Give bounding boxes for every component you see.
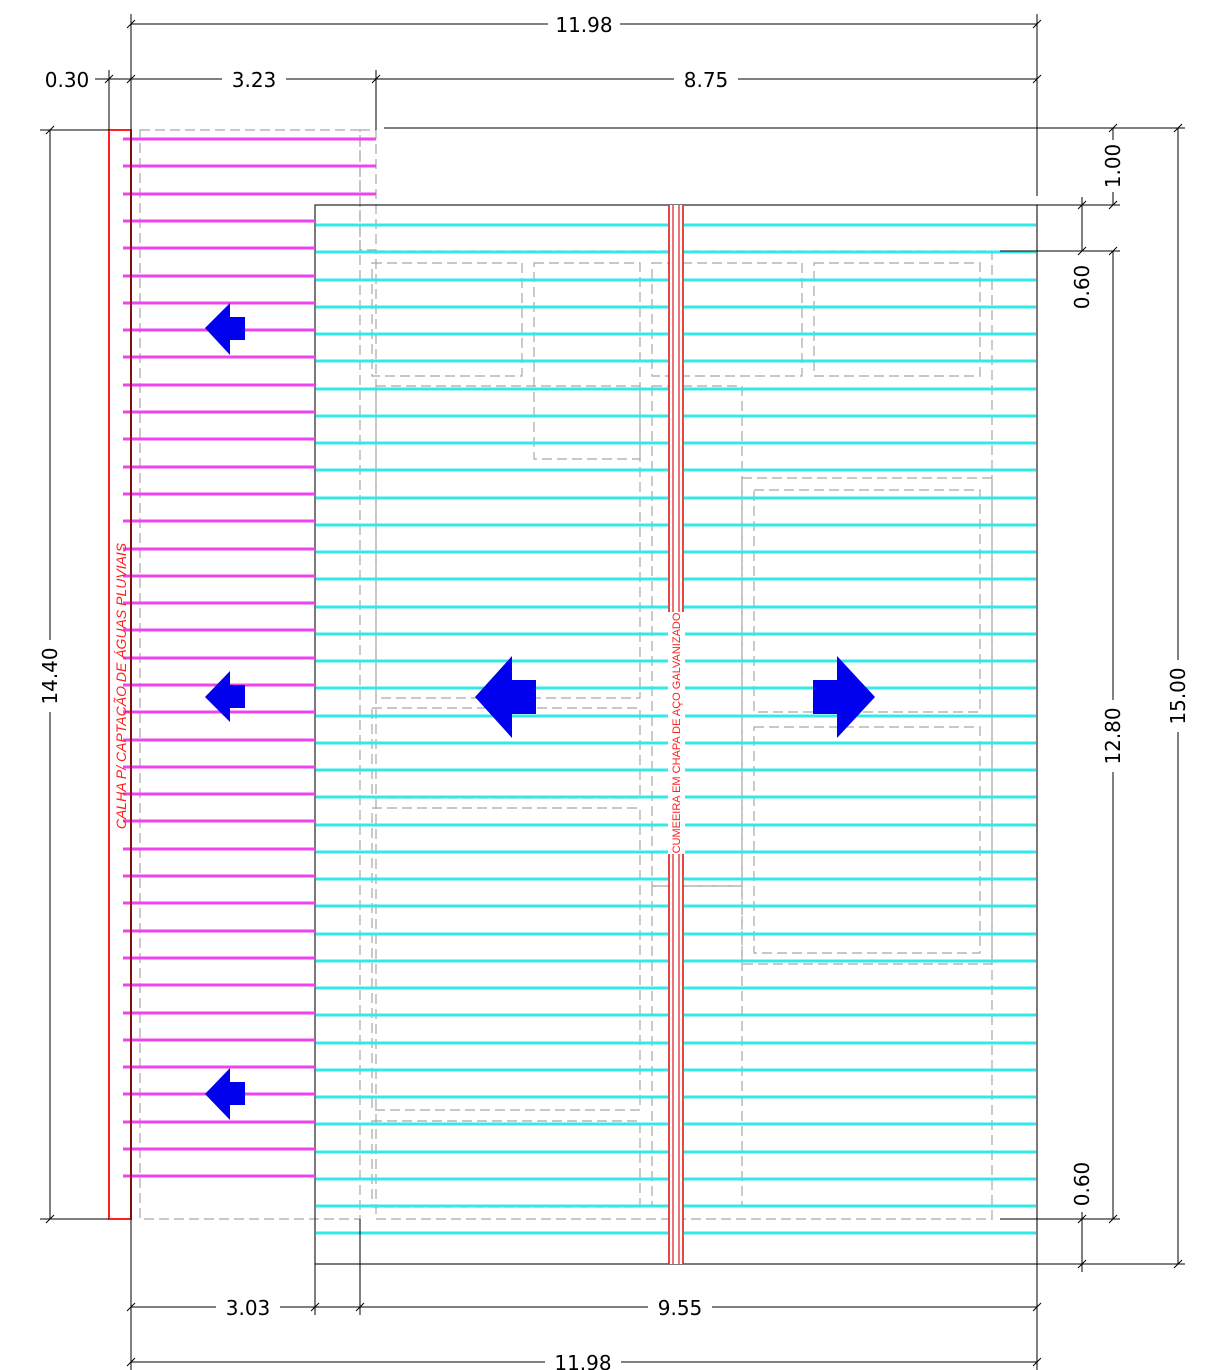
dimension-tick (1077, 1259, 1087, 1269)
arrow-icon (205, 671, 245, 722)
hidden-walls (139, 129, 993, 1220)
dim-top-right: 8.75 (684, 68, 729, 92)
dimension-tick (1032, 1302, 1042, 1312)
dimension-tick (1032, 1357, 1042, 1367)
dimension-tick (1077, 1214, 1087, 1224)
dim-right-top-offset: 1.00 (1101, 144, 1125, 189)
dimension-tick (355, 1302, 365, 1312)
dim-right-overall: 15.00 (1166, 667, 1190, 724)
dimension-tick (1032, 19, 1042, 29)
arrow-icon (813, 656, 875, 738)
dimension-tick (1108, 200, 1118, 210)
dim-right-inner: 12.80 (1101, 707, 1125, 764)
dimension-tick (1173, 1259, 1183, 1269)
dimension-tick (45, 125, 55, 135)
dim-top-gutter: 0.30 (45, 68, 90, 92)
dimension-tick (310, 1302, 320, 1312)
dimension-tick (126, 19, 136, 29)
dim-left-height: 14.40 (38, 647, 62, 704)
dimension-tick (1032, 74, 1042, 84)
dimension-tick (1108, 123, 1118, 133)
dim-top-left: 3.23 (232, 68, 277, 92)
dim-right-lower-overhang: 0.60 (1070, 1162, 1094, 1207)
arrow-icon (205, 1068, 245, 1120)
dimension-tick (45, 1214, 55, 1224)
ridge: CUMEEIRA EM CHAPA DE AÇO GALVANIZADO (668, 205, 685, 1264)
dimension-tick (1077, 200, 1087, 210)
dim-bottom-right: 9.55 (658, 1296, 703, 1320)
gutter: CALHA P/ CAPTAÇÃO DE ÁGUAS PLUVIAIS (108, 129, 132, 1220)
dim-right-upper-overhang: 0.60 (1070, 265, 1094, 310)
ridge-label: CUMEEIRA EM CHAPA DE AÇO GALVANIZADO (671, 612, 683, 853)
dimension-lines (40, 14, 1185, 1370)
dimension-ticks (45, 19, 1183, 1367)
dimension-tick (126, 1302, 136, 1312)
dim-top-overall: 11.98 (555, 13, 612, 37)
dimension-tick (1077, 246, 1087, 256)
dimension-tick (1108, 246, 1118, 256)
lean-to-roof-lines (123, 137, 376, 1178)
dim-bottom-left: 3.03 (226, 1296, 271, 1320)
dimension-tick (126, 1357, 136, 1367)
arrow-icon (205, 303, 245, 355)
dimension-tick (371, 74, 381, 84)
arrow-icon (475, 656, 536, 738)
dimension-labels: 11.98 0.30 3.23 8.75 3.03 9.55 11.98 14.… (38, 12, 1191, 1370)
dimension-tick (126, 74, 136, 84)
dimension-tick (104, 74, 114, 84)
drainage-arrows (205, 303, 875, 1120)
dimension-tick (1108, 1214, 1118, 1224)
gutter-label: CALHA P/ CAPTAÇÃO DE ÁGUAS PLUVIAIS (113, 542, 129, 829)
main-roof-lines (316, 223, 1036, 1235)
dimension-tick (1173, 123, 1183, 133)
dim-bottom-overall: 11.98 (554, 1351, 611, 1370)
